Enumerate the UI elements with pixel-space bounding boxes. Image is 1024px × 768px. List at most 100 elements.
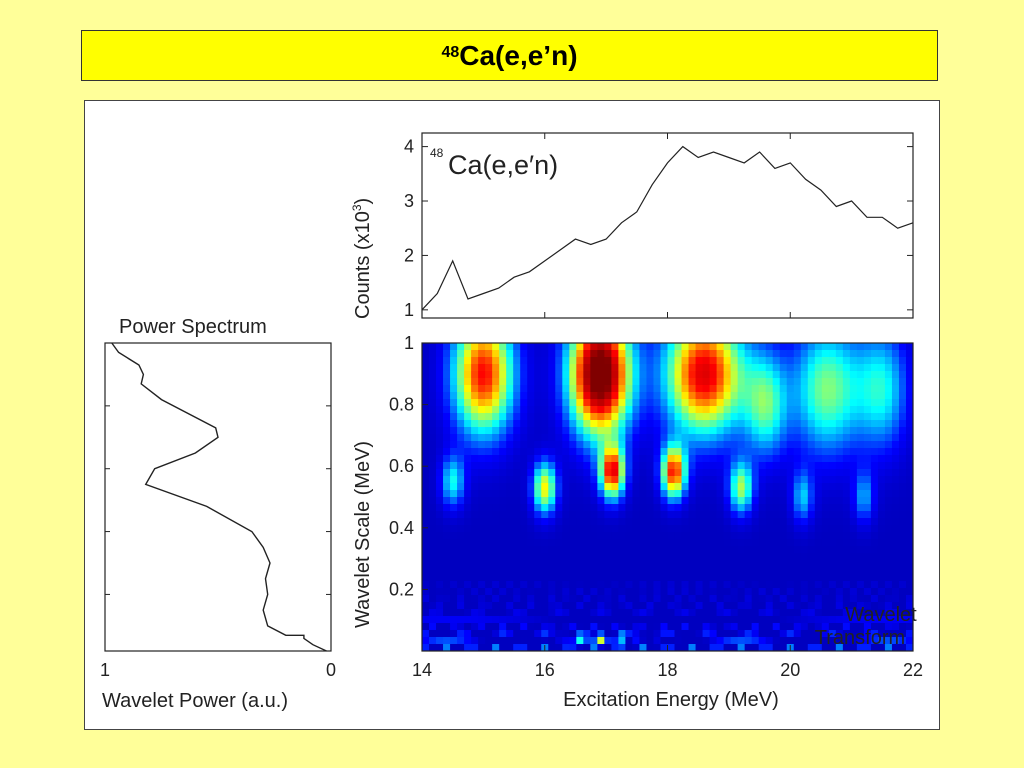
heatmap-cell [485, 609, 493, 617]
heatmap-cell [807, 539, 816, 547]
heatmap-cell [835, 413, 844, 421]
heatmap-cell [828, 469, 837, 477]
heatmap-cell [534, 539, 542, 547]
heatmap-cell [849, 630, 858, 638]
heatmap-cell [800, 616, 809, 624]
heatmap-cell [499, 441, 507, 449]
heatmap-cell [877, 616, 886, 624]
heatmap-cell [541, 420, 549, 428]
heatmap-cell [478, 588, 486, 596]
heatmap-cell [751, 602, 760, 610]
heatmap-cell [534, 427, 542, 435]
heatmap-cell [625, 581, 634, 589]
heatmap-cell [604, 434, 612, 442]
heatmap-cell [478, 630, 486, 638]
heatmap-cell [877, 553, 886, 561]
heatmap-cell [548, 637, 556, 645]
heatmap-cell [751, 462, 760, 470]
heatmap-cell [793, 595, 802, 603]
heatmap-cell [646, 357, 655, 365]
heatmap-cell [632, 637, 641, 645]
heatmap-cell [541, 350, 549, 358]
heatmap-cell [604, 637, 612, 645]
heatmap-cell [786, 581, 795, 589]
heatmap-cell [709, 602, 718, 610]
heatmap-cell [632, 574, 641, 582]
heatmap-cell [835, 602, 844, 610]
heatmap-cell [646, 602, 655, 610]
heatmap-cell [856, 469, 865, 477]
heatmap-cell [548, 581, 556, 589]
heatmap-cell [632, 357, 641, 365]
heatmap-cell [870, 546, 879, 554]
heatmap-cell [898, 518, 907, 526]
heatmap-cell [646, 630, 655, 638]
heatmap-cell [688, 616, 697, 624]
heatmap-cell [548, 553, 556, 561]
heatmap-cell [555, 357, 563, 365]
heatmap-cell [842, 343, 851, 351]
heatmap-cell [779, 350, 788, 358]
heatmap-cell [646, 644, 655, 651]
heatmap-cell [884, 532, 893, 540]
heatmap-cell [499, 574, 507, 582]
heatmap-cell [821, 630, 830, 638]
heatmap-cell [828, 630, 837, 638]
heatmap-cell [842, 644, 851, 651]
heatmap-cell [730, 476, 739, 484]
heatmap-cell [814, 406, 823, 414]
heatmap-cell [674, 371, 683, 379]
heatmap-cell [443, 616, 451, 624]
heatmap-cell [835, 371, 844, 379]
heatmap-cell [667, 455, 676, 463]
heatmap-cell [464, 343, 472, 351]
heatmap-cell [457, 406, 465, 414]
heatmap-cell [618, 469, 627, 477]
heatmap-cell [716, 469, 725, 477]
heatmap-cell [485, 532, 493, 540]
heatmap-cell [646, 441, 655, 449]
heatmap-cell [716, 525, 725, 533]
heatmap-cell [450, 364, 458, 372]
heatmap-cell [793, 574, 802, 582]
heatmap-cell [849, 343, 858, 351]
heatmap-cell [681, 595, 690, 603]
heatmap-cell [709, 434, 718, 442]
heatmap-cell [674, 511, 683, 519]
heatmap-cell [681, 392, 690, 400]
heatmap-cell [646, 483, 655, 491]
heatmap-cell [800, 399, 809, 407]
heatmap-cell [737, 539, 746, 547]
heatmap-cell [674, 455, 683, 463]
heatmap-cell [604, 602, 612, 610]
heatmap-cell [877, 623, 886, 631]
heatmap-cell [842, 560, 851, 568]
heatmap-cell [646, 371, 655, 379]
heatmap-cell [856, 504, 865, 512]
heatmap-cell [667, 637, 676, 645]
heatmap-cell [499, 413, 507, 421]
heatmap-ytick-label: 0.4 [389, 518, 414, 538]
heatmap-cell [821, 483, 830, 491]
heatmap-cell [863, 357, 872, 365]
heatmap-cell [898, 539, 907, 547]
heatmap-cell [660, 553, 669, 561]
heatmap-cell [884, 378, 893, 386]
heatmap-cell [499, 343, 507, 351]
heatmap-cell [653, 399, 662, 407]
heatmap-cell [513, 553, 521, 561]
heatmap-cell [842, 637, 851, 645]
heatmap-cell [429, 595, 437, 603]
heatmap-cell [569, 602, 577, 610]
heatmap-cell [779, 567, 788, 575]
heatmap-cell [562, 560, 570, 568]
heatmap-cell [891, 343, 900, 351]
heatmap-cell [457, 441, 465, 449]
heatmap-cell [632, 343, 641, 351]
heatmap-cell [583, 350, 591, 358]
heatmap-cell [576, 553, 584, 561]
heatmap-cell [765, 637, 774, 645]
heatmap-cell [611, 595, 619, 603]
heatmap-cell [905, 630, 913, 638]
heatmap-cell [541, 567, 549, 575]
